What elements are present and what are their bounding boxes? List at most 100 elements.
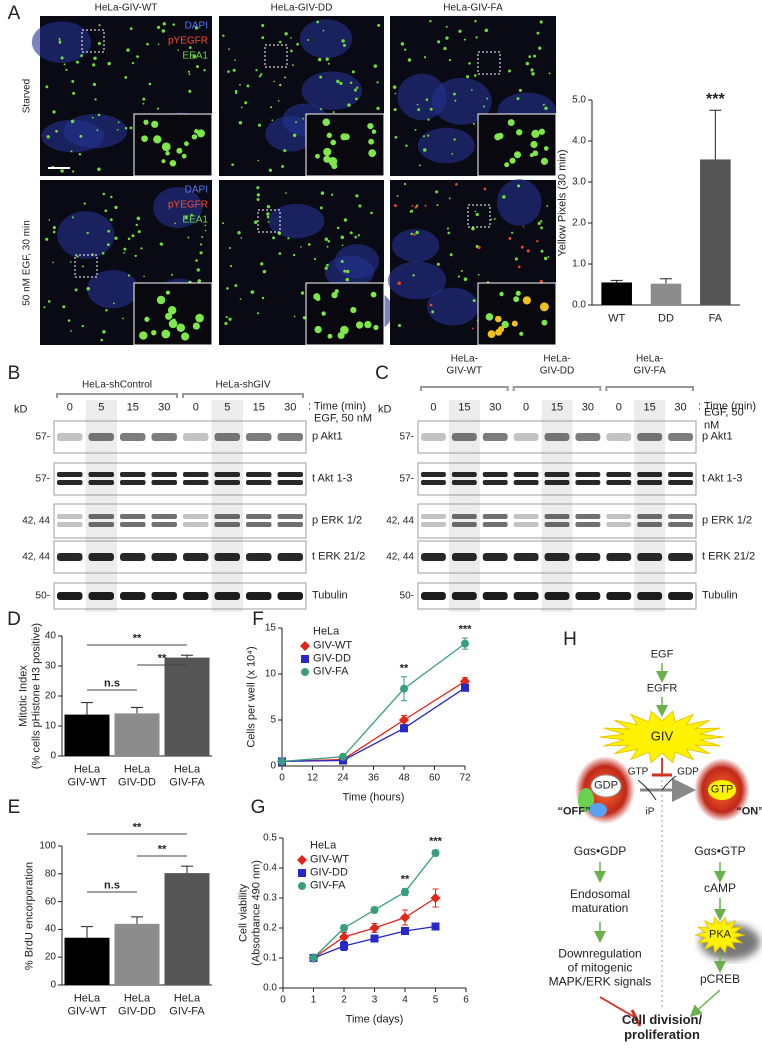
puncta: [290, 49, 293, 53]
inset-puncta: [165, 312, 173, 320]
inset-puncta: [161, 159, 166, 164]
inset-puncta: [516, 129, 523, 136]
puncta: [483, 187, 487, 191]
band: [421, 472, 446, 477]
band: [88, 472, 114, 477]
puncta: [415, 230, 419, 235]
puncta: [518, 88, 522, 92]
node: pCREB: [699, 972, 741, 987]
puncta: [72, 91, 76, 95]
band: [183, 592, 209, 600]
puncta: [203, 68, 206, 72]
puncta: [319, 75, 323, 79]
puncta: [123, 247, 127, 251]
inset-puncta: [529, 153, 534, 158]
inset-puncta: [511, 320, 518, 327]
band: [544, 480, 570, 485]
puncta: [258, 75, 261, 78]
legend-marker: [298, 882, 306, 890]
roi-box: [467, 204, 491, 228]
x-tick-label: HeLa GIV-WT: [67, 992, 107, 1017]
puncta: [427, 118, 430, 121]
puncta: [472, 122, 475, 125]
puncta: [544, 106, 548, 111]
inset: [305, 113, 385, 177]
puncta: [317, 57, 322, 62]
gdp-pocket: [590, 774, 622, 798]
y-axis-label: Cell viability (Absorbance 490 nm): [237, 860, 262, 966]
band: [57, 433, 83, 441]
band: [668, 553, 693, 561]
blot-header: HeLa-shControl: [81, 379, 153, 391]
puncta: [477, 273, 480, 276]
y-tick-label: 20: [44, 690, 56, 702]
puncta: [460, 269, 463, 272]
marker: [370, 934, 379, 943]
puncta: [231, 163, 234, 167]
time-label: 0: [523, 401, 530, 414]
puncta: [429, 303, 433, 307]
significance: **: [132, 821, 142, 834]
marker: [461, 639, 469, 648]
y-axis-label: Yellow Pixels (30 min): [556, 148, 569, 257]
puncta: [156, 107, 160, 110]
band: [575, 480, 601, 485]
channel-legend: EEA1: [182, 50, 208, 62]
puncta: [102, 192, 106, 196]
puncta: [270, 106, 273, 109]
puncta: [225, 316, 228, 319]
band: [451, 480, 477, 485]
puncta: [92, 82, 97, 87]
legend-marker: [297, 855, 307, 865]
puncta: [354, 235, 357, 239]
inset-puncta: [543, 146, 549, 151]
nucleus: [417, 127, 475, 164]
band: [246, 514, 272, 519]
puncta: [511, 231, 514, 234]
puncta: [43, 306, 46, 309]
band: [151, 592, 177, 600]
puncta: [393, 204, 397, 208]
pka-burst: [694, 916, 746, 954]
x-tick-label: 48: [398, 772, 410, 784]
inset-puncta: [195, 313, 204, 323]
puncta: [188, 89, 192, 93]
puncta: [393, 108, 397, 112]
band: [575, 522, 601, 527]
inset-puncta: [371, 129, 377, 134]
band: [544, 553, 570, 561]
legend-title: HeLa: [313, 625, 340, 638]
puncta: [157, 43, 160, 46]
puncta: [336, 226, 340, 230]
puncta: [187, 236, 190, 239]
band: [513, 522, 539, 527]
puncta: [376, 81, 379, 84]
band: [214, 592, 240, 600]
inset-puncta: [161, 142, 171, 152]
inset-puncta: [485, 313, 494, 321]
x-tick-label: HeLa GIV-DD: [118, 763, 156, 788]
band: [637, 472, 663, 477]
roi-box: [477, 51, 501, 75]
significance: n.s: [104, 879, 120, 892]
puncta: [300, 246, 302, 248]
marker: [400, 724, 408, 733]
puncta: [268, 168, 273, 172]
band: [151, 553, 177, 561]
inset-puncta: [315, 153, 320, 159]
band: [57, 592, 83, 600]
puncta: [475, 212, 479, 217]
puncta: [424, 204, 427, 207]
marker: [369, 923, 380, 933]
band: [606, 522, 632, 527]
y-tick-label: 0.4: [263, 862, 277, 874]
band: [482, 553, 508, 561]
puncta: [257, 312, 260, 315]
inset-puncta: [167, 306, 177, 315]
puncta: [52, 110, 56, 114]
band: [214, 522, 240, 527]
inset-puncta: [522, 296, 531, 305]
puncta: [436, 262, 440, 266]
blot-header: HeLa- GIV-WT: [446, 353, 483, 377]
legend-marker: [301, 655, 309, 663]
